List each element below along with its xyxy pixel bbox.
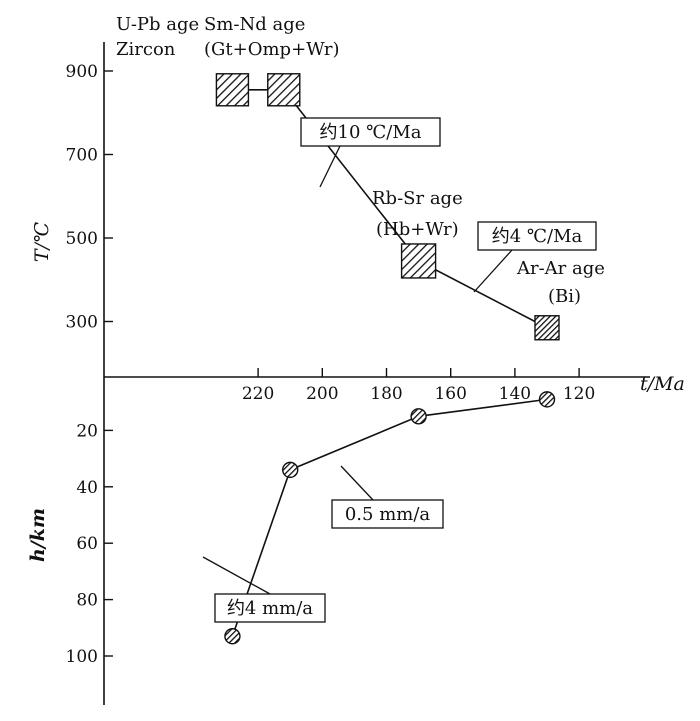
time-tick-label: 180 [370,384,402,404]
time-tick-label: 160 [434,384,466,404]
time-tick-label: 200 [306,384,338,404]
depth-tick-label: 20 [76,421,98,441]
exhumation-rate-box [214,593,326,623]
cooling-path-line [232,88,548,329]
depth-tick-label: 60 [76,534,98,554]
depth-tick-label: 100 [66,647,98,667]
cooling-rate-leader-line [319,145,341,188]
depth-marker-circle [538,391,556,408]
temperature-tick-label: 500 [66,229,98,249]
exhumation-rate-leader-line [202,556,271,595]
depth-panel: 20 40 60 80 100 h/km 0.5 mm/a 约4 mm/a [27,377,556,705]
time-tick-label: 140 [499,384,531,404]
age-marker-label: Rb-Sr age [372,188,463,209]
temperature-panel: 900 700 500 300 220 200 180 160 140 120 T/℃ t/Ma… [31,14,685,404]
time-tick-label: 120 [563,384,595,404]
temperature-tick-label: 900 [66,62,98,82]
age-marker-label: Zircon [116,39,176,60]
temperature-tick-label: 700 [66,146,98,166]
age-marker-square [534,315,560,341]
age-marker-label: Ar-Ar age [516,258,605,279]
exhumation-rate-box [331,499,444,529]
age-marker-label: Sm-Nd age [204,14,305,35]
age-marker-labels: U-Pb age Zircon Sm-Nd age (Gt+Omp+Wr) Rb-Sr … [116,14,605,307]
age-marker-label: (Bi) [548,286,581,307]
time-tick-label: 220 [242,384,274,404]
exhumation-rate-label: 0.5 mm/a [345,504,431,525]
cooling-rate-label: 约10 ℃/Ma [320,122,422,143]
exhumation-rate-leaders [202,465,374,595]
temperature-axis-label: T/℃ [31,222,53,262]
cooling-rate-leader-line [473,249,513,293]
cooling-rate-leaders [319,145,513,293]
depth-axis-label: h/km [27,508,49,562]
age-marker-square [400,243,437,279]
age-markers [215,73,560,341]
cooling-rate-box [477,221,597,251]
age-marker-label: (Hb+Wr) [376,219,459,240]
depth-y-ticks: 20 40 60 80 100 [66,421,113,667]
depth-marker-circle [224,628,241,645]
depth-marker-circle [410,408,427,425]
exhumation-rate-boxes: 0.5 mm/a 约4 mm/a [214,499,444,623]
age-marker-square [215,73,250,107]
depth-marker-circle [282,461,299,479]
depth-markers [224,391,556,645]
exhumation-path-line [231,398,548,637]
cooling-rate-label: 约4 ℃/Ma [492,226,583,247]
time-axis-label: t/Ma [640,373,685,395]
age-marker-label: (Gt+Omp+Wr) [204,39,339,60]
depth-tick-label: 80 [76,591,98,611]
cooling-rate-boxes: 约10 ℃/Ma 约4 ℃/Ma [300,117,597,251]
temperature-tick-label: 300 [66,313,98,333]
time-x-ticks: 220 200 180 160 140 120 [242,368,595,404]
depth-tick-label: 40 [76,478,98,498]
age-marker-label: U-Pb age [116,14,199,35]
cooling-rate-box [300,117,441,147]
age-marker-square [267,73,301,107]
temperature-y-ticks: 900 700 500 300 [66,62,113,333]
exhumation-rate-label: 约4 mm/a [227,598,313,619]
exhumation-rate-leader-line [340,465,374,501]
